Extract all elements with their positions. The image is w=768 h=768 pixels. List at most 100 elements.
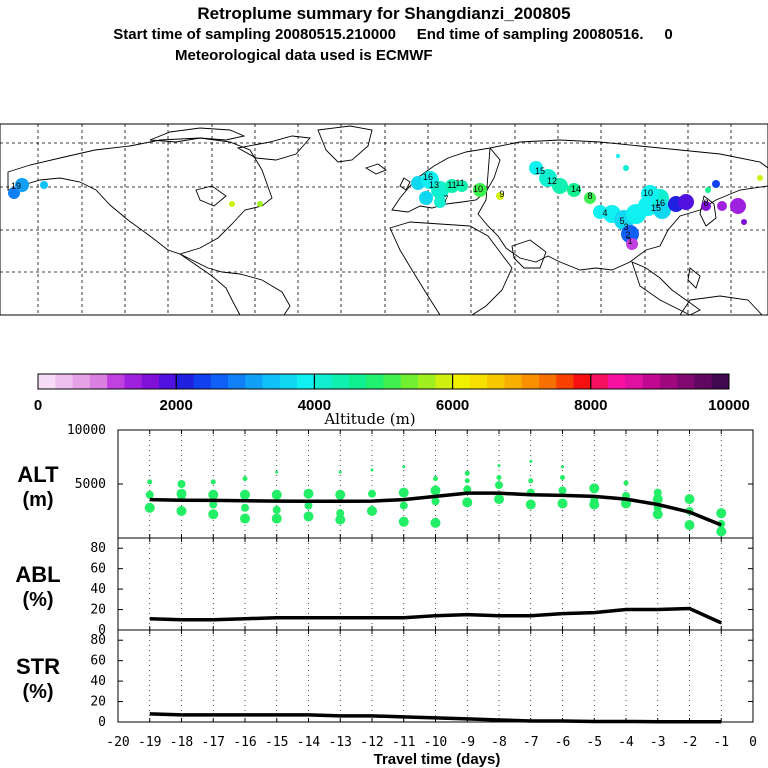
plume-blob — [496, 192, 504, 200]
colorbar-swatch — [55, 374, 73, 389]
alt-point — [241, 503, 249, 512]
colorbar-swatch — [366, 374, 384, 389]
plume-label: 2 — [625, 230, 630, 240]
plume-blob — [741, 219, 747, 225]
alt-point — [716, 526, 727, 537]
y-tick-label: 40 — [90, 674, 106, 689]
alt-point — [402, 465, 406, 469]
alt-point — [370, 468, 374, 472]
panel-alt: 5000 10000 ALT(m) — [17, 423, 754, 539]
alt-point — [430, 485, 441, 496]
colorbar-swatch — [72, 374, 91, 389]
alt-point — [462, 497, 473, 508]
x-tick-label: -11 — [392, 735, 415, 750]
alt-point — [528, 478, 534, 484]
colorbar-swatch — [228, 374, 246, 389]
alt-point — [271, 489, 282, 500]
panel-series-line — [149, 606, 722, 625]
colorbar-swatch — [711, 374, 730, 389]
map-frame — [0, 123, 768, 316]
alt-point — [176, 506, 187, 516]
colorbar-swatch — [452, 374, 471, 389]
alt-point — [303, 511, 314, 522]
plume-label: 16 — [423, 172, 433, 182]
panel-ylabel-unit: (%) — [22, 589, 53, 611]
title-line-2: Start time of sampling 20080515.210000 E… — [113, 26, 673, 43]
panel-ylabel-unit: (%) — [22, 681, 53, 703]
colorbar-swatch — [176, 374, 194, 389]
plume-blob — [445, 179, 459, 193]
colorbar-swatch — [435, 374, 453, 389]
alt-point — [177, 480, 186, 488]
colorbar-swatch — [348, 374, 367, 389]
alt-point — [335, 489, 346, 500]
x-tick-label: -5 — [586, 735, 602, 750]
colorbar-swatch — [573, 374, 592, 389]
alt-point — [557, 498, 568, 509]
plume-label: 14 — [571, 184, 581, 194]
plume-label: 10 — [643, 188, 653, 198]
alt-point — [558, 486, 567, 495]
plume-blob — [419, 191, 433, 205]
x-tick-label: -6 — [555, 735, 571, 750]
panel-ylabel: ABL — [15, 562, 60, 587]
plume-label: 12 — [547, 176, 557, 186]
x-tick-label: -1 — [713, 735, 729, 750]
colorbar-swatch — [331, 374, 350, 389]
x-tick-label: -4 — [618, 735, 634, 750]
colorbar-swatch — [556, 374, 574, 389]
plume-blob — [717, 201, 727, 211]
y-tick-label: 20 — [90, 695, 106, 710]
alt-point — [272, 505, 281, 514]
colorbar-swatch — [158, 374, 177, 389]
alt-point — [208, 489, 219, 500]
x-tick-label: -19 — [138, 735, 161, 750]
colorbar-swatch — [297, 374, 315, 389]
x-tick-label: -3 — [650, 735, 666, 750]
plume-label: 15 — [651, 203, 661, 213]
colorbar-tick-label: 2000 — [160, 397, 193, 414]
colorbar-swatch — [608, 374, 626, 389]
alt-point — [560, 475, 565, 481]
alt-point — [240, 489, 250, 500]
x-tick-label: -7 — [523, 735, 539, 750]
panel-series-line — [149, 491, 722, 527]
alt-point — [684, 494, 695, 505]
plume-blob — [712, 180, 720, 188]
y-tick-label: 0 — [98, 715, 106, 730]
alt-point — [529, 459, 533, 463]
alt-point — [271, 513, 282, 524]
title-line-3: Meteorological data used is ECMWF — [175, 47, 433, 64]
y-tick-label: 60 — [90, 654, 106, 669]
x-axis-label: Travel time (days) — [374, 751, 501, 768]
colorbar-swatch — [314, 374, 332, 389]
plume-label: 1 — [627, 236, 632, 246]
alt-point — [398, 487, 409, 498]
alt-point — [652, 509, 663, 520]
x-tick-label: -16 — [233, 735, 256, 750]
colorbar-tick-label: 4000 — [298, 397, 331, 414]
alt-point — [496, 475, 502, 481]
plume-blob — [15, 178, 29, 192]
colorbar-swatch — [694, 374, 713, 389]
x-tick-label: -9 — [459, 735, 475, 750]
x-tick-label: -20 — [106, 735, 129, 750]
panel-str: 0 20 40 60 80 STR(%) — [16, 629, 754, 730]
colorbar-swatch — [210, 374, 229, 389]
alt-point — [176, 488, 187, 499]
alt-point — [463, 485, 472, 494]
colorbar-swatch — [262, 374, 281, 389]
plume-blob — [616, 154, 620, 158]
plume-blob — [621, 225, 639, 243]
alt-point — [368, 489, 376, 498]
alt-point — [209, 500, 218, 509]
colorbar-swatch — [469, 374, 488, 389]
alt-point — [623, 480, 629, 486]
x-tick-label: -17 — [202, 735, 225, 750]
colorbar-swatch — [383, 374, 402, 389]
alt-point — [430, 517, 441, 528]
colorbar-tick-label: 10000 — [708, 397, 750, 414]
